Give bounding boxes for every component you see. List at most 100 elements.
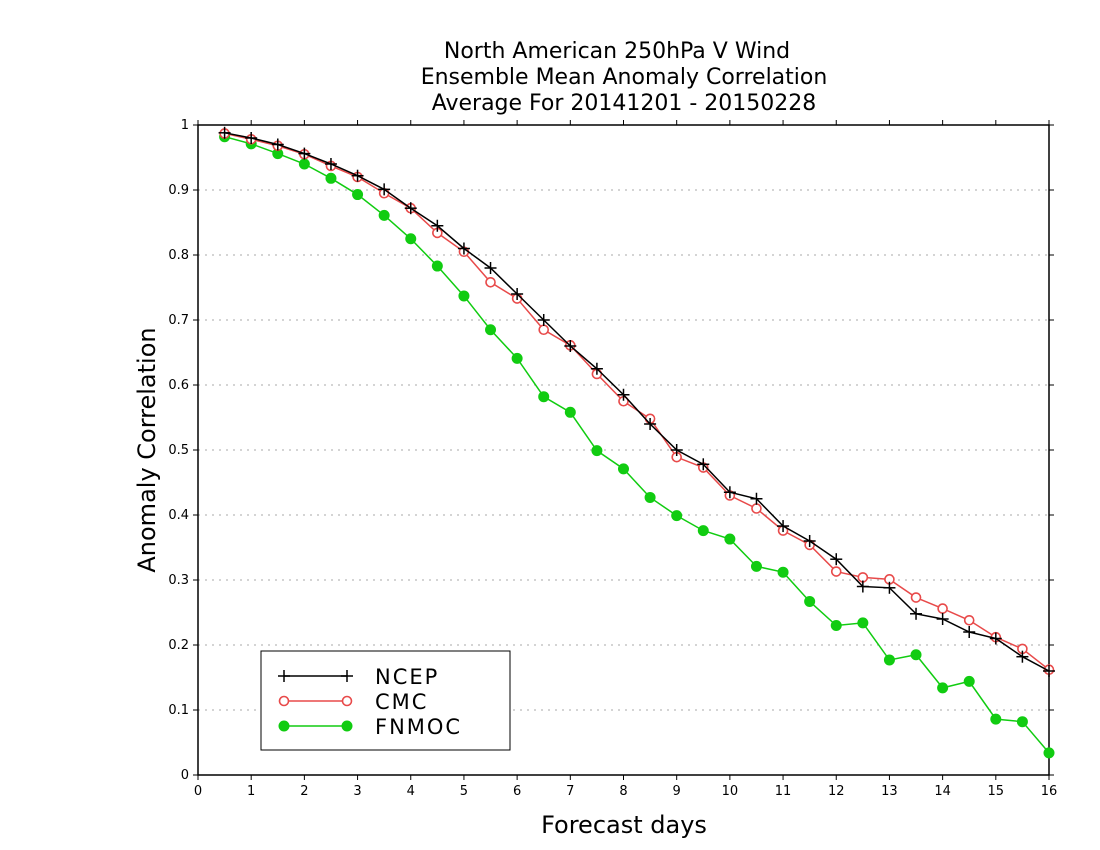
x-tick-label: 13 — [881, 784, 898, 799]
legend-marker-fnmoc — [278, 720, 290, 732]
data-point-ncep — [697, 458, 710, 471]
data-point-fnmoc — [431, 260, 443, 272]
x-tick-label: 14 — [934, 784, 951, 799]
legend-marker-ncep — [278, 670, 290, 682]
data-point-ncep — [324, 158, 337, 170]
data-point-fnmoc — [485, 324, 497, 336]
data-point-fnmoc — [564, 406, 576, 418]
y-tick-label: 0 — [181, 768, 189, 783]
data-point-ncep — [271, 138, 284, 151]
data-point-fnmoc — [990, 713, 1002, 725]
data-point-fnmoc — [378, 209, 390, 221]
grid-lines — [198, 189, 1049, 711]
data-point-ncep — [777, 520, 790, 533]
x-tick-label: 10 — [722, 784, 739, 799]
legend-marker-cmc — [341, 695, 353, 707]
data-point-ncep — [404, 202, 417, 215]
x-tick-label: 8 — [619, 784, 627, 799]
x-tick-label: 6 — [513, 784, 521, 799]
data-point-ncep — [644, 418, 657, 430]
y-axis-title: Anomaly Correlation — [133, 327, 161, 572]
legend-marker-ncep — [341, 670, 353, 682]
data-point-ncep — [670, 444, 683, 456]
legend-item-ncep: NCEP — [278, 665, 439, 689]
x-tick-label: 11 — [775, 784, 792, 799]
y-tick-label: 0.5 — [168, 443, 189, 458]
data-point-fnmoc — [804, 595, 816, 607]
legend-label-cmc: CMC — [375, 690, 428, 714]
data-point-ncep — [883, 581, 896, 594]
data-point-ncep — [245, 132, 258, 144]
data-point-ncep — [750, 492, 763, 505]
chart-title: North American 250hPa V Wind Ensemble Me… — [421, 39, 828, 116]
data-point-cmc — [830, 566, 842, 577]
data-point-ncep — [989, 632, 1002, 645]
data-point-fnmoc — [671, 510, 683, 522]
data-point-ncep — [910, 607, 923, 620]
chart-title-line-2: Ensemble Mean Anomaly Correlation — [421, 65, 828, 90]
plot-frame — [197, 124, 1050, 776]
data-point-fnmoc — [910, 649, 922, 661]
legend-label-ncep: NCEP — [375, 665, 439, 689]
legend-item-cmc: CMC — [278, 690, 428, 714]
y-tick-label: 0.9 — [168, 183, 189, 198]
x-tick-label: 15 — [988, 784, 1005, 799]
legend-item-fnmoc: FNMOC — [278, 715, 460, 739]
data-point-fnmoc — [325, 172, 337, 184]
chart-title-line-1: North American 250hPa V Wind — [444, 39, 790, 64]
data-point-cmc — [751, 503, 762, 514]
data-point-ncep — [298, 147, 311, 160]
x-tick-label: 7 — [566, 784, 574, 799]
data-point-ncep — [537, 314, 550, 326]
x-axis-title: Forecast days — [541, 811, 707, 839]
data-point-fnmoc — [857, 617, 869, 629]
x-tick-label: 12 — [828, 784, 845, 799]
data-point-fnmoc — [644, 491, 656, 503]
y-tick-label: 0.4 — [168, 508, 189, 523]
data-point-ncep — [617, 388, 630, 401]
series-line-cmc — [224, 132, 1050, 671]
data-point-cmc — [538, 324, 550, 336]
data-point-ncep — [457, 242, 470, 255]
y-tick-label: 0.3 — [168, 573, 189, 588]
x-tick-label: 5 — [460, 784, 468, 799]
x-tick-label: 9 — [673, 784, 681, 799]
y-tick-label: 0.8 — [168, 248, 189, 263]
x-tick-label: 0 — [194, 784, 202, 799]
y-tick-label: 0.2 — [168, 638, 189, 653]
data-point-fnmoc — [1043, 747, 1055, 759]
data-point-fnmoc — [298, 158, 310, 170]
data-point-ncep — [511, 288, 524, 300]
data-point-ncep — [1043, 665, 1055, 677]
data-point-fnmoc — [511, 352, 523, 364]
data-point-ncep — [431, 219, 444, 232]
data-point-ncep — [564, 340, 577, 352]
x-tick-label: 16 — [1041, 784, 1058, 799]
data-point-fnmoc — [618, 463, 629, 475]
data-point-ncep — [218, 126, 231, 139]
series-cmc — [219, 128, 1055, 676]
data-point-ncep — [590, 362, 603, 375]
data-point-fnmoc — [591, 445, 603, 457]
data-point-fnmoc — [458, 290, 470, 302]
data-point-cmc — [485, 276, 496, 288]
data-point-fnmoc — [724, 533, 736, 545]
data-point-fnmoc — [405, 233, 417, 245]
data-point-cmc — [937, 603, 948, 614]
data-point-ncep — [830, 553, 843, 566]
data-point-ncep — [723, 486, 736, 499]
series-fnmoc — [219, 131, 1055, 759]
chart-title-line-3: Average For 20141201 - 20150228 — [432, 91, 817, 116]
y-tick-label: 0.6 — [168, 378, 189, 393]
data-point-fnmoc — [750, 560, 762, 572]
x-tick-label: 4 — [407, 784, 415, 799]
y-tick-label: 1 — [181, 118, 189, 133]
data-point-fnmoc — [937, 682, 949, 694]
data-point-ncep — [1016, 650, 1029, 663]
data-point-ncep — [936, 613, 949, 625]
data-point-ncep — [378, 183, 391, 196]
data-point-ncep — [484, 262, 497, 274]
